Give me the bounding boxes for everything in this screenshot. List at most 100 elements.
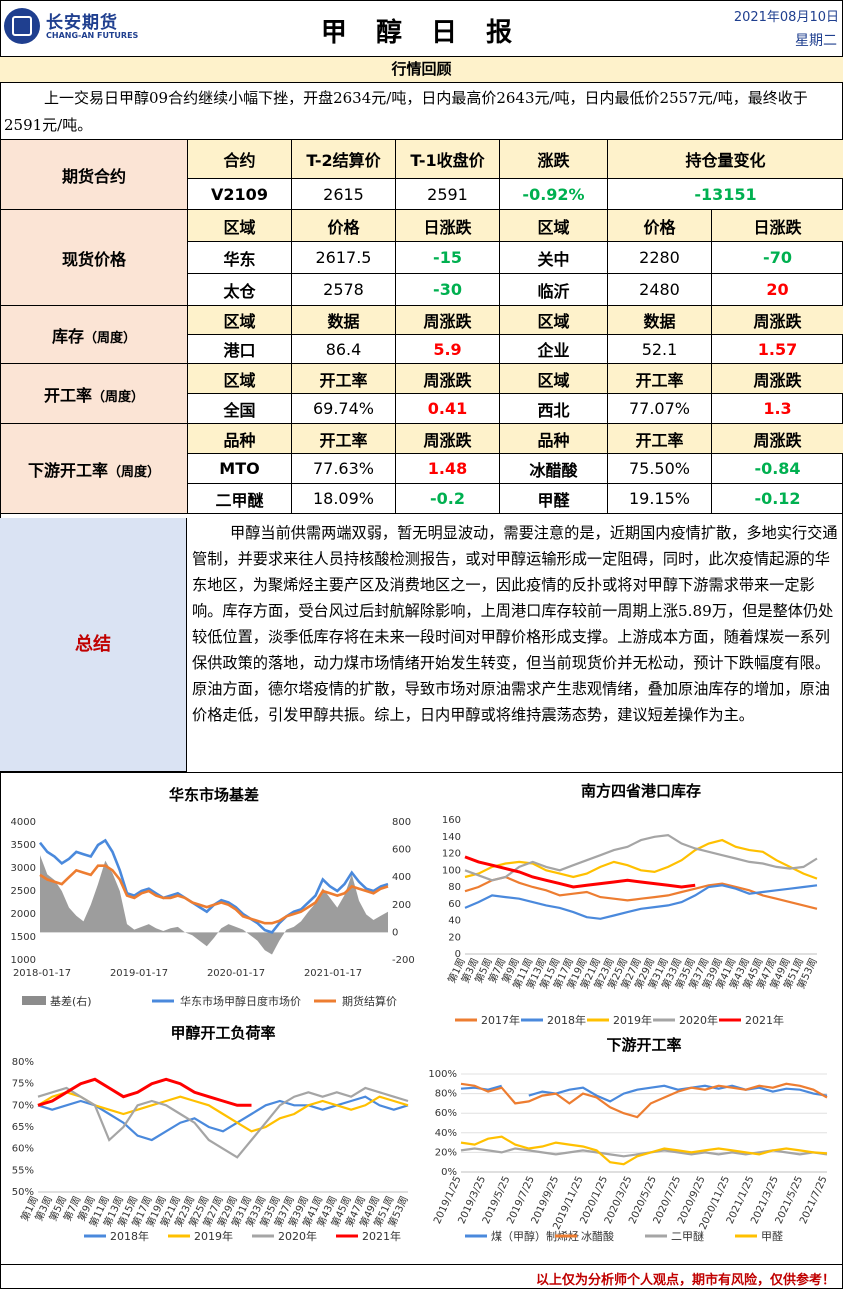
methanol-operating-chart: 甲醇开工负荷率50%55%60%65%70%75%80%第1周第3周第5周第7周…	[12, 1024, 411, 1243]
spot-region: 临沂	[499, 273, 608, 306]
series-line	[37, 1086, 409, 1159]
logo-name-en: CHANG-AN FUTURES	[46, 31, 139, 40]
series-line	[37, 1077, 252, 1107]
series-line	[464, 838, 818, 880]
inventory-header: 周涨跌	[710, 305, 843, 335]
y-tick-label: 100	[442, 865, 461, 876]
downstream-operating-chart: 下游开工率0%20%40%60%80%100%2019/1/252019/3/2…	[428, 1036, 829, 1243]
inventory-label-main: 库存	[51, 326, 84, 346]
inventory-value: 52.1	[607, 334, 712, 364]
downstream-label-sub: （周度）	[108, 464, 161, 480]
charts-divider	[0, 772, 843, 773]
downstream-product: 甲醛	[499, 483, 608, 514]
market-review-heading: 行情回顾	[0, 57, 843, 83]
y-tick-label: 75%	[12, 1079, 34, 1090]
inventory-region: 港口	[187, 334, 292, 364]
futures-label: 期货合约	[0, 139, 188, 210]
spot-header: 价格	[291, 209, 396, 242]
inventory-header: 区域	[187, 305, 292, 335]
legend-label: 2018年	[547, 1013, 586, 1027]
y-tick-label: 60	[448, 899, 461, 910]
downstream-header: 品种	[187, 423, 292, 454]
y-tick-label: 20	[448, 932, 461, 943]
spot-change: -30	[395, 273, 500, 306]
downstream-header: 周涨跌	[395, 423, 500, 454]
basis-area	[40, 855, 388, 955]
y2-tick-label: 800	[392, 817, 411, 828]
inventory-region: 企业	[499, 334, 608, 364]
downstream-header: 品种	[499, 423, 608, 454]
downstream-label-main: 下游开工率	[27, 460, 108, 480]
operating-header: 区域	[187, 363, 292, 394]
spot-header: 日涨跌	[710, 209, 843, 242]
inventory-header: 周涨跌	[395, 305, 500, 335]
y-tick-label: 3500	[11, 840, 36, 851]
footer: 以上仅为分析师个人观点，期市有风险，仅供参考！	[0, 1264, 843, 1289]
port-inventory-chart: 南方四省港口库存020406080100120140160第1周第3周第5周第7…	[442, 782, 820, 1027]
series-line	[37, 1091, 409, 1133]
downstream-header: 开工率	[291, 423, 396, 454]
operating-label-main: 开工率	[43, 385, 92, 405]
legend-label: 煤（甲醇）制烯烃	[491, 1229, 579, 1243]
futures-header: 合约	[187, 139, 292, 179]
y-tick-label: 0	[455, 949, 461, 960]
spot-label: 现货价格	[0, 209, 188, 306]
y2-tick-label: 200	[392, 900, 411, 911]
y-tick-label: 2500	[11, 886, 36, 897]
spot-header: 区域	[187, 209, 292, 242]
inventory-change: 5.9	[395, 334, 500, 364]
futures-header: 持仓量变化	[606, 139, 843, 179]
downstream-product: MTO	[187, 453, 292, 484]
downstream-change: -0.84	[710, 453, 843, 484]
downstream-header: 开工率	[607, 423, 712, 454]
market-review-text: 上一交易日甲醇09合约继续小幅下挫，开盘2634元/吨，日内最高价2643元/吨…	[4, 89, 808, 134]
chart-title: 下游开工率	[606, 1036, 681, 1054]
report-header: 长安期货 CHANG-AN FUTURES 甲 醇 日 报 2021年08月10…	[0, 0, 843, 57]
legend-label: 基差(右)	[50, 994, 92, 1008]
y-tick-label: 2000	[11, 909, 36, 920]
y-tick-label: 55%	[12, 1165, 34, 1176]
x-tick-label: 2020-01-17	[207, 968, 265, 979]
y-tick-label: 80%	[12, 1057, 34, 1068]
series-line	[37, 1095, 409, 1142]
series-line	[464, 855, 696, 889]
downstream-label: 下游开工率（周度）	[0, 423, 188, 514]
downstream-product: 二甲醚	[187, 483, 292, 514]
y-tick-label: 4000	[11, 817, 36, 828]
futures-header: T-1收盘价	[395, 139, 500, 179]
operating-header: 区域	[499, 363, 608, 394]
legend-label: 2017年	[481, 1013, 520, 1027]
operating-header: 开工率	[607, 363, 712, 394]
report-title: 甲 醇 日 报	[320, 18, 523, 48]
downstream-change: 1.48	[395, 453, 500, 484]
y-tick-label: 120	[442, 849, 461, 860]
legend-label: 二甲醚	[671, 1229, 704, 1243]
legend-label: 华东市场甲醇日度市场价	[180, 994, 301, 1008]
downstream-rate: 77.63%	[291, 453, 396, 484]
futures-header: 涨跌	[499, 139, 608, 179]
legend-label: 2019年	[194, 1229, 233, 1243]
company-logo: 长安期货 CHANG-AN FUTURES	[4, 6, 144, 50]
x-tick-label: 2018-01-17	[13, 968, 71, 979]
y2-tick-label: -200	[392, 955, 415, 966]
operating-change: 0.41	[395, 393, 500, 424]
y-tick-label: 140	[442, 832, 461, 843]
operating-region: 全国	[187, 393, 292, 424]
legend-label: 期货结算价	[342, 994, 397, 1008]
y2-tick-label: 600	[392, 845, 411, 856]
downstream-header: 周涨跌	[710, 423, 843, 454]
legend-label: 冰醋酸	[581, 1229, 614, 1243]
operating-region: 西北	[499, 393, 608, 424]
operating-header: 开工率	[291, 363, 396, 394]
legend-label: 2021年	[745, 1013, 784, 1027]
basis-chart: 华东市场基差 1000 1500 2000 2500 3000 3500 4000 -200 0 2…	[11, 786, 415, 1008]
spot-region: 关中	[499, 241, 608, 274]
y-tick-label: 65%	[12, 1122, 34, 1133]
y-tick-label: 80%	[435, 1089, 457, 1100]
operating-label: 开工率（周度）	[0, 363, 188, 424]
operating-rate: 77.07%	[607, 393, 712, 424]
y-tick-label: 80	[448, 882, 461, 893]
legend-swatch	[22, 996, 46, 1005]
y-tick-label: 1000	[11, 955, 36, 966]
spot-price: 2480	[607, 273, 712, 306]
